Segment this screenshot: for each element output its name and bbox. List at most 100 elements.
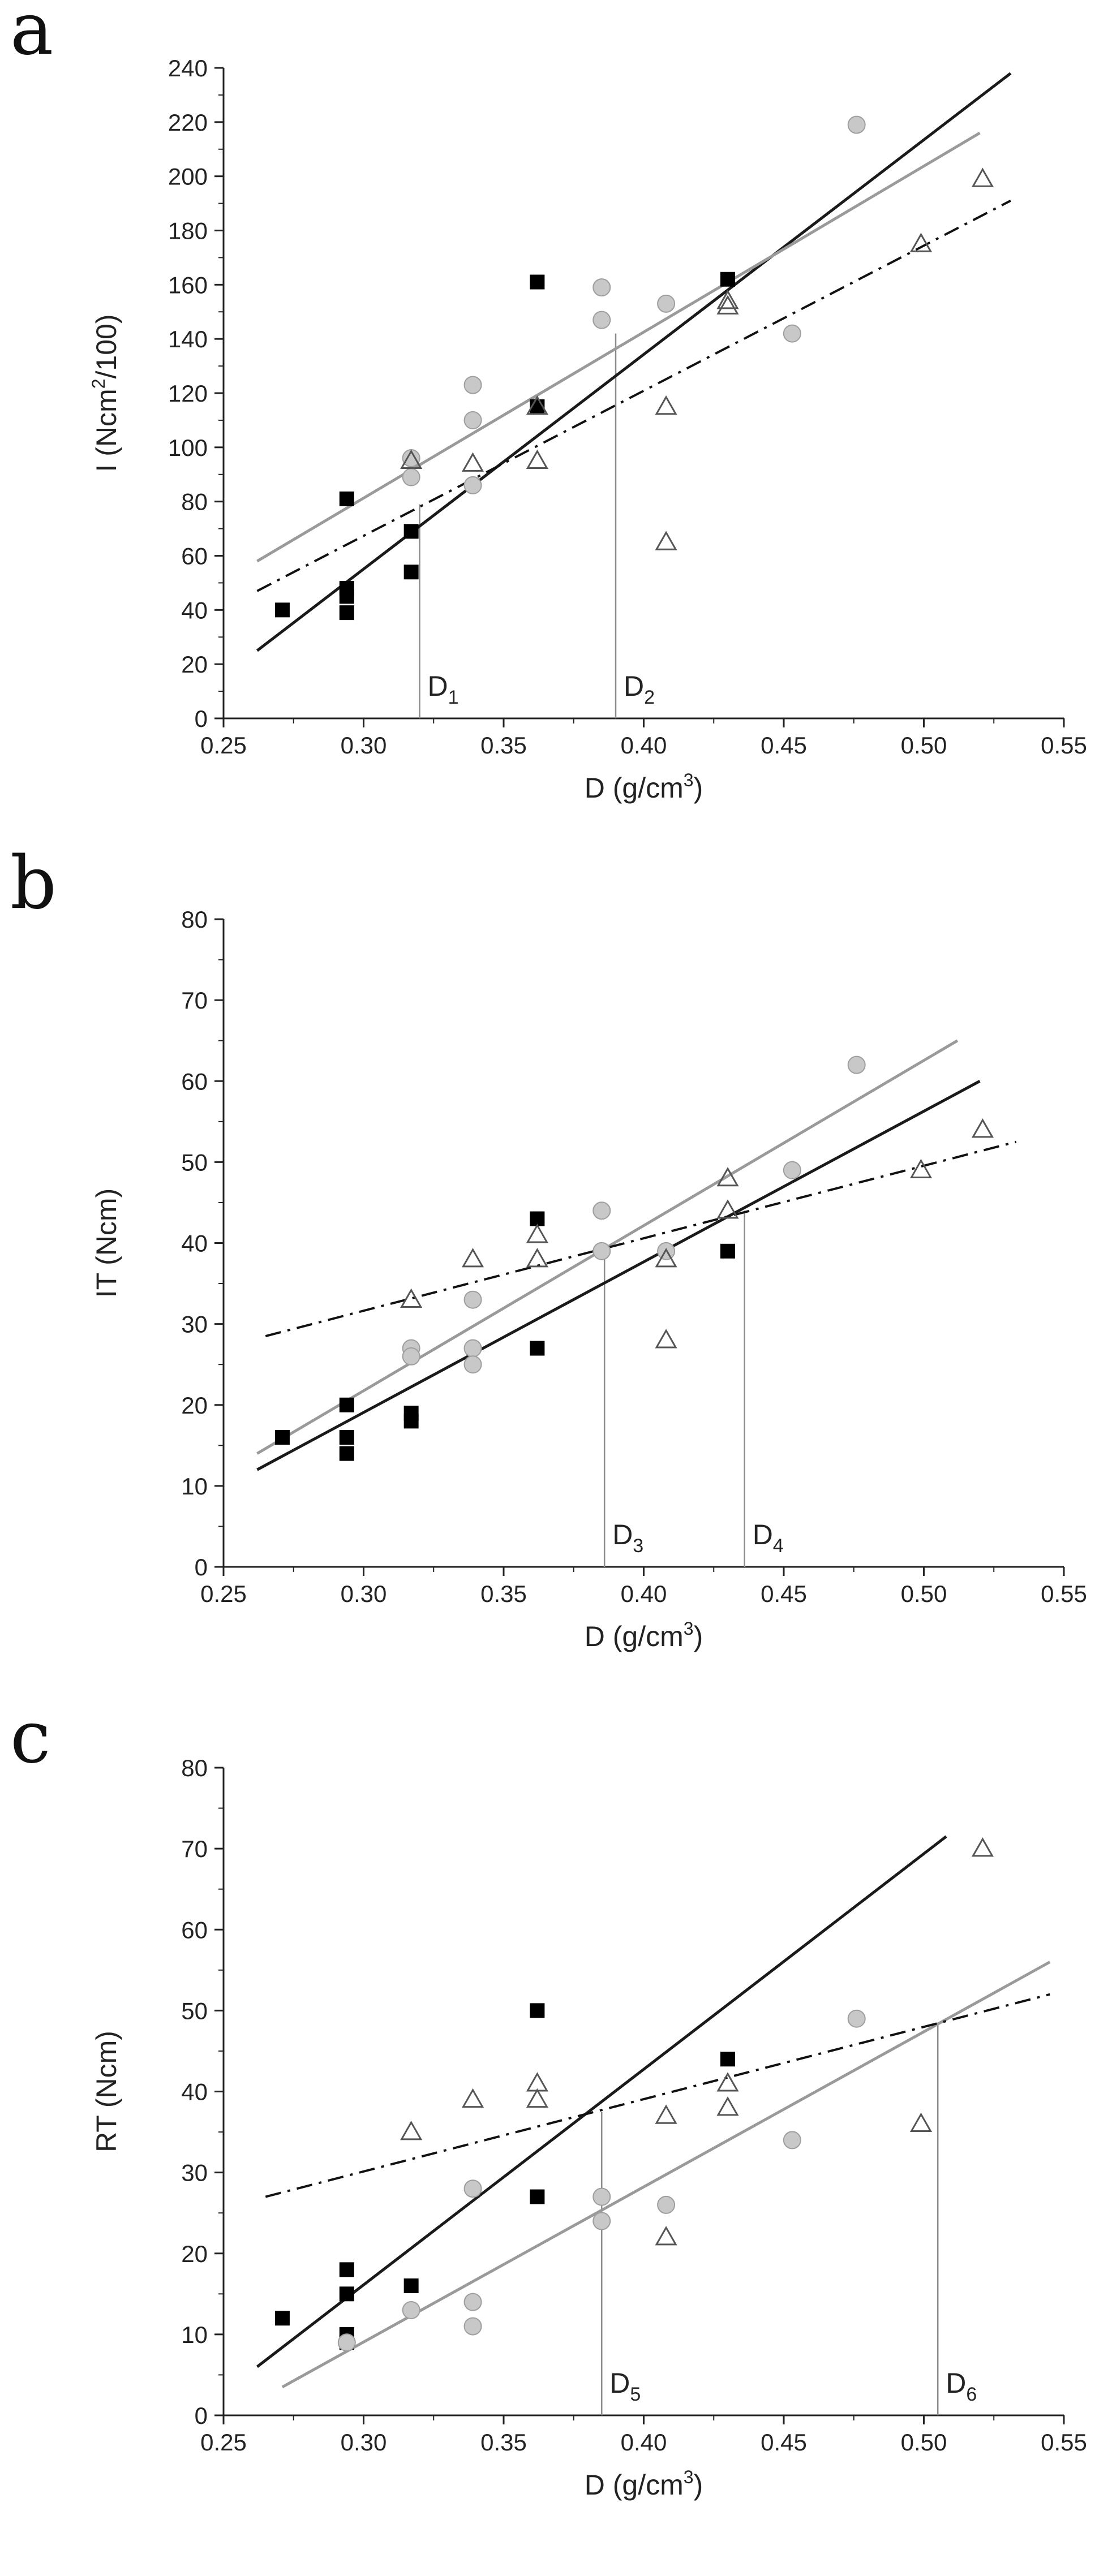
data-point-square [530,1341,545,1356]
data-point-square [339,1446,354,1461]
x-tick-label: 0.55 [1041,1580,1087,1607]
data-point-square [339,589,354,604]
x-tick-label: 0.30 [341,2429,387,2456]
data-point-square [339,2286,354,2302]
x-tick-label: 0.50 [901,1580,947,1607]
panel-letter: b [10,841,57,925]
data-point-triangle [461,2088,484,2108]
data-point-triangle [971,1837,994,1857]
data-point-circle [463,1339,482,1358]
data-point-square [720,2052,735,2067]
y-tick-label: 10 [181,1473,208,1500]
panel-b: b 0 10 20 30 40 50 60 70 80 0.25 0.30 0.35 0.40 0.45 0.… [10,841,1087,1652]
x-tick-label: 0.55 [1041,2429,1087,2456]
data-point-circle [657,2195,676,2214]
data-point-square [720,272,735,287]
x-tick-label: 0.30 [341,732,387,759]
marker-label: D6 [946,2367,977,2405]
data-point-triangle [655,2104,677,2124]
data-point-circle [463,411,482,429]
data-point-triangle [526,449,548,469]
y-tick-label: 10 [181,2321,208,2348]
data-point-circle [402,1347,420,1365]
data-point-square [403,524,419,539]
marker-label: D4 [753,1519,784,1557]
data-point-triangle [461,1248,484,1268]
y-tick-label: 30 [181,1311,208,1338]
x-tick-label: 0.25 [200,2429,247,2456]
data-point-square [339,491,354,506]
data-point-triangle [526,395,548,415]
data-point-square [339,1430,354,1445]
data-point-circle [657,294,676,313]
panel-a: a 0 20 40 60 80 100 120 140 160 180 200 220 240 0.25 0.… [10,0,1087,804]
x-tick-label: 0.50 [901,2429,947,2456]
data-point-circle [463,2293,482,2311]
data-point-square [274,1430,290,1445]
data-point-circle [592,278,611,297]
data-point-circle [592,1201,611,1220]
data-point-triangle [909,232,933,252]
data-point-circle [592,2187,611,2206]
data-point-square [339,1397,354,1412]
y-tick-label: 200 [168,163,208,190]
data-point-triangle [716,1166,739,1187]
data-point-circle [847,1056,866,1074]
data-point-square [274,2311,290,2326]
data-point-triangle [716,295,739,315]
data-point-triangle [971,167,994,187]
panel-letter: c [10,1695,51,1780]
data-point-circle [463,2179,482,2198]
data-point-circle [463,2317,482,2336]
data-point-triangle [655,1329,677,1349]
data-point-circle [783,2131,801,2149]
data-point-triangle [526,1224,548,1243]
data-point-triangle [655,2226,677,2246]
y-tick-label: 100 [168,434,208,461]
fit-line-triangles [256,200,1011,592]
data-point-triangle [909,2112,933,2132]
x-tick-label: 0.40 [621,2429,667,2456]
y-tick-label: 140 [168,326,208,352]
data-point-triangle [526,2072,548,2092]
x-tick-label: 0.35 [480,2429,527,2456]
marker-label: D2 [624,670,655,708]
y-tick-label: 50 [181,1997,208,2024]
y-tick-label: 70 [181,987,208,1014]
y-tick-label: 0 [195,1554,208,1580]
y-tick-label: 120 [168,380,208,407]
y-axis-label: RT (Ncm) [91,2031,122,2152]
data-point-circle [592,311,611,329]
data-point-triangle [716,1199,739,1219]
y-axis-label: IT (Ncm) [91,1188,122,1298]
data-point-square [403,1414,419,1429]
fit-line-triangles [265,1140,1017,1338]
x-axis-label: D (g/cm3) [585,770,703,804]
y-tick-label: 220 [168,109,208,136]
data-point-triangle [461,452,484,472]
panel-c: c 0 10 20 30 40 50 60 70 80 0.25 0.30 0.35 0.40 0.45 0.… [10,1695,1087,2501]
data-point-triangle [655,395,677,415]
data-point-square [403,2278,419,2293]
fit-line-squares [256,72,1012,652]
data-point-triangle [716,290,739,309]
data-point-circle [847,2009,866,2028]
data-point-circle [592,1242,611,1260]
panel-letter: a [10,0,53,71]
fit-line-circles [281,1961,1051,2389]
y-tick-label: 0 [195,705,208,732]
data-point-circle [463,1355,482,1374]
x-tick-label: 0.45 [761,732,807,759]
y-tick-label: 20 [181,1392,208,1419]
y-tick-label: 40 [181,2079,208,2105]
data-point-circle [783,1161,801,1179]
x-axis-label: D (g/cm3) [585,2467,703,2501]
x-tick-label: 0.45 [761,2429,807,2456]
x-tick-label: 0.25 [200,1580,247,1607]
y-tick-label: 60 [181,1068,208,1095]
data-point-circle [592,2212,611,2230]
data-point-circle [463,376,482,394]
fit-line-squares [256,1080,981,1471]
data-point-circle [337,2333,356,2352]
